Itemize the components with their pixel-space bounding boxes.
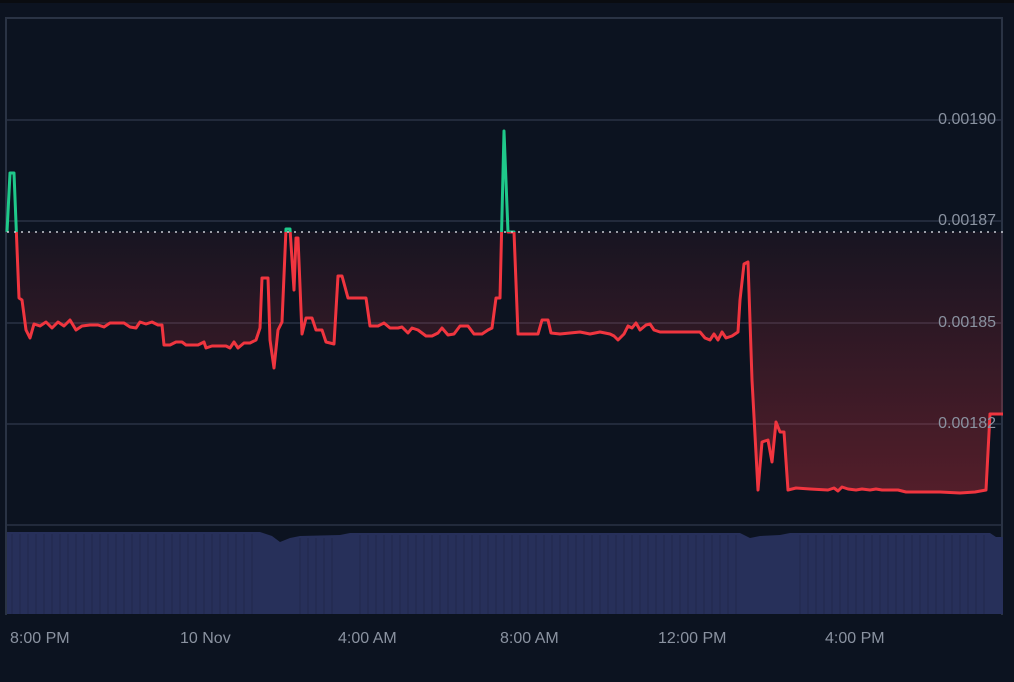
volume-bar-lines [11, 534, 985, 614]
x-tick-label: 8:00 AM [500, 630, 559, 647]
volume-area [7, 532, 1003, 614]
x-tick-label: 10 Nov [180, 630, 231, 647]
below-baseline-fill [7, 232, 1003, 493]
price-line [5, 129, 1003, 495]
y-tick-label: 0.00190 [938, 111, 996, 128]
x-tick-label: 12:00 PM [658, 630, 727, 647]
y-tick-label: 0.00187 [938, 212, 996, 229]
top-edge [0, 0, 1014, 3]
y-tick-label: 0.00182 [938, 415, 996, 432]
x-tick-label: 4:00 PM [825, 630, 885, 647]
x-tick-label: 4:00 AM [338, 630, 397, 647]
y-tick-label: 0.00185 [938, 314, 996, 331]
x-tick-label: 8:00 PM [10, 630, 70, 647]
